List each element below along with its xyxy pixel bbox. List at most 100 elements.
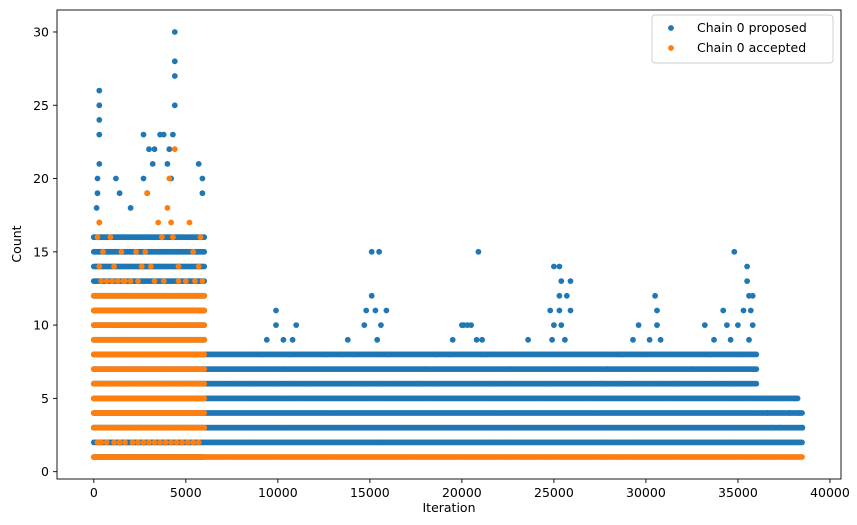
data-point (171, 73, 178, 79)
data-point (146, 146, 152, 153)
data-point (753, 351, 760, 358)
data-point (556, 292, 563, 299)
data-point (263, 336, 270, 343)
data-point (322, 351, 329, 358)
data-point (201, 263, 208, 270)
data-point (630, 336, 636, 343)
data-point (746, 292, 752, 299)
data-point (140, 131, 147, 138)
data-point (171, 58, 178, 65)
data-point (385, 351, 392, 358)
data-point (525, 336, 531, 343)
data-point (556, 263, 563, 270)
data-point (344, 336, 351, 343)
data-point (646, 336, 653, 343)
data-point (740, 307, 747, 314)
data-point (506, 366, 513, 372)
data-point (113, 175, 119, 182)
data-point (481, 351, 487, 358)
data-point (635, 322, 642, 328)
data-point (731, 248, 738, 255)
data-point (551, 322, 557, 328)
data-point (171, 29, 178, 35)
data-point (149, 161, 156, 167)
data-point (372, 307, 379, 314)
data-point (374, 336, 381, 343)
data-point (746, 336, 752, 343)
data-point (781, 395, 787, 402)
data-point (654, 322, 660, 328)
data-point (368, 292, 375, 299)
data-point (753, 380, 760, 387)
data-point (799, 454, 805, 460)
data-point (195, 161, 202, 167)
data-point (164, 161, 171, 167)
data-point (770, 424, 776, 431)
data-point (604, 366, 611, 372)
data-point (567, 307, 574, 314)
data-point (475, 248, 482, 255)
data-point (96, 87, 103, 94)
data-point (368, 248, 375, 255)
data-point (799, 439, 805, 446)
data-point (96, 161, 103, 167)
data-point (567, 278, 574, 284)
data-point (201, 410, 208, 416)
data-point (727, 336, 734, 343)
data-point (479, 336, 485, 343)
data-point (151, 146, 158, 153)
data-point (777, 424, 784, 431)
data-point (720, 307, 727, 314)
data-point (738, 351, 745, 358)
data-point (744, 278, 750, 284)
data-point (562, 336, 568, 343)
data-point (735, 322, 741, 328)
data-point (350, 351, 357, 358)
data-point (449, 336, 456, 343)
data-point (361, 322, 368, 328)
data-point (689, 366, 695, 372)
data-point (558, 278, 565, 284)
data-point (724, 322, 730, 328)
data-point (786, 410, 793, 416)
data-point (201, 248, 208, 255)
data-point (701, 322, 708, 328)
data-point (376, 248, 382, 255)
data-point (171, 102, 178, 109)
data-point (598, 380, 605, 387)
data-point (273, 322, 279, 328)
data-point (127, 205, 134, 211)
data-point (166, 146, 173, 153)
data-point (339, 351, 346, 358)
data-point (140, 175, 147, 182)
data-point (792, 395, 798, 402)
data-point (383, 307, 390, 314)
data-point (273, 307, 279, 314)
data-point (280, 336, 287, 343)
data-point (657, 336, 664, 343)
data-point (293, 322, 300, 328)
data-point (674, 380, 681, 387)
data-point (93, 205, 100, 211)
data-point (747, 307, 754, 314)
data-point (799, 424, 806, 431)
data-point (446, 351, 452, 358)
data-point (556, 307, 563, 314)
data-point (753, 366, 760, 372)
data-point (363, 307, 370, 314)
data-point (644, 351, 651, 358)
data-point (654, 307, 660, 314)
data-point (96, 102, 103, 109)
data-point (201, 424, 208, 431)
data-point (547, 307, 554, 314)
data-point (94, 175, 101, 182)
data-point (170, 131, 176, 138)
data-point (707, 351, 714, 358)
data-point (711, 336, 717, 343)
data-point (289, 336, 296, 343)
data-point (260, 351, 266, 358)
data-point (378, 322, 384, 328)
data-point (286, 351, 292, 358)
